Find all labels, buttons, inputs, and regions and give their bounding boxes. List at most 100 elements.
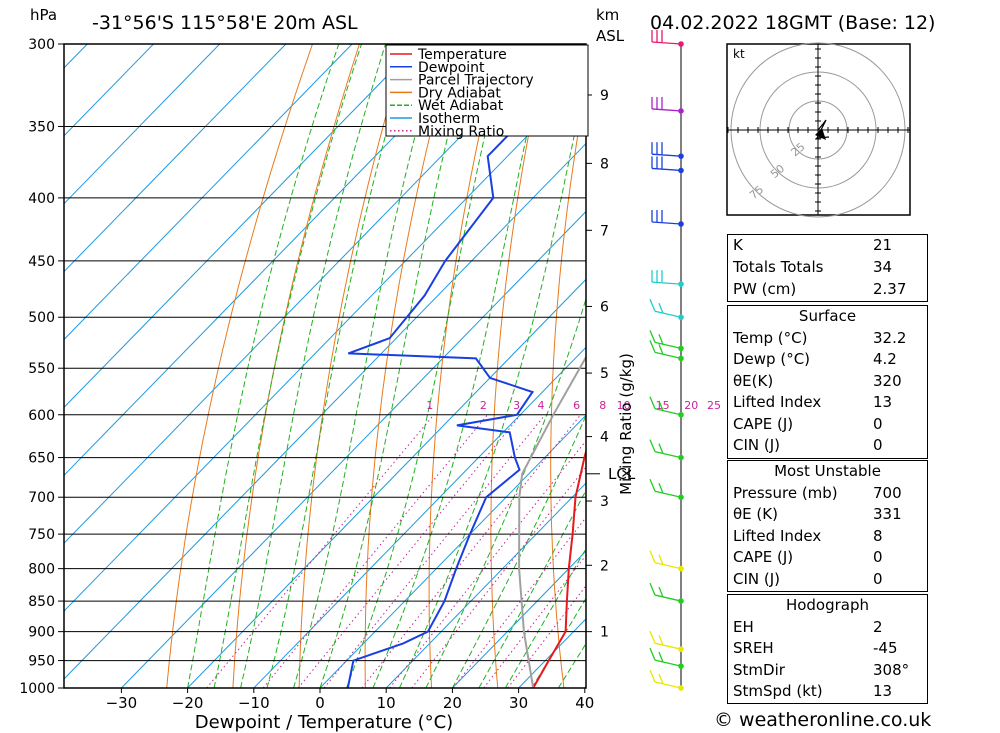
asl-label: ASL [596, 27, 625, 45]
hodograph-trace [815, 119, 830, 139]
km-tick-label: 9 [600, 88, 609, 104]
mixing-ratio-line [389, 440, 586, 688]
mu-lifted-index: Lifted Index 8 [733, 527, 883, 545]
wind-barb [649, 340, 684, 362]
km-tick-label: 8 [600, 156, 609, 172]
wind-level-dot [678, 314, 684, 321]
pressure-tick-label: 550 [28, 361, 55, 377]
isotherm-line [319, 414, 586, 688]
dry-adiabat-line [428, 44, 501, 688]
pressure-tick-label: 900 [28, 625, 55, 641]
isotherm-line [64, 74, 586, 612]
km-tick-label: 3 [600, 494, 609, 510]
legend-label: Dry Adiabat [418, 85, 501, 101]
surface-temp: Temp (°C) 32.2 [733, 329, 907, 347]
wind-barb [651, 96, 684, 114]
wind-level-dot [678, 355, 684, 362]
hodo-stmdir: StmDir 308° [733, 661, 910, 679]
isotherm-line [452, 550, 586, 688]
mixing-ratio-label: 4 [537, 399, 544, 412]
surface-cin: CIN (J) 0 [733, 436, 883, 454]
wet-adiabat-line [425, 297, 586, 688]
wind-barb [651, 156, 684, 174]
indices-table: K 21 Totals Totals 34 PW (cm) 2.37 [727, 234, 928, 302]
km-tick-label: 2 [600, 558, 609, 574]
wind-barb [649, 582, 684, 604]
isotherm-line [253, 346, 586, 688]
isotherm-line [0, 44, 21, 688]
wind-barb [649, 439, 684, 461]
wind-barb [649, 647, 684, 669]
km-tick-label: 5 [600, 366, 609, 382]
wind-level-dot [678, 411, 684, 418]
wind-barb [649, 330, 684, 352]
storm-motion-marker [815, 128, 826, 140]
dry-adiabat-line [969, 44, 1000, 688]
wind-barb [649, 298, 684, 321]
chart-axes: 1 2 3 4 6 8 10 15 20 2530035040045050055060065070… [19, 37, 721, 712]
pressure-tick-label: 950 [28, 654, 55, 670]
wind-barb [649, 478, 684, 501]
wet-adiabat-line [531, 597, 586, 688]
surface-thetae: θE(K) 320 [733, 372, 902, 390]
temperature-tick-label: 20 [443, 694, 462, 712]
km-tick-label: 6 [600, 299, 609, 315]
isotherm-line [64, 44, 419, 409]
wind-level-dot [678, 108, 684, 114]
pressure-gridlines [64, 43, 586, 689]
surface-table: Surface Temp (°C) 32.2 Dewp (°C) 4.2 θE(K)… [727, 305, 928, 459]
wind-barb [651, 270, 684, 287]
mixing-ratio-label: 2 [480, 399, 487, 412]
isotherm-line [121, 210, 586, 688]
pressure-tick-label: 750 [28, 527, 55, 543]
chart-series [346, 99, 586, 688]
legend-label: Isotherm [418, 111, 480, 127]
mixing-ratio-label: 3 [513, 399, 520, 412]
dry-adiabat-line [166, 44, 313, 688]
pressure-tick-label: 350 [28, 119, 55, 135]
mu-cin: CIN (J) 0 [733, 570, 883, 588]
temperature-tick-label: 30 [509, 694, 528, 712]
pressure-tick-label: 500 [28, 310, 55, 326]
hodo-sreh: SREH -45 [733, 639, 898, 657]
index-row-k: K 21 [733, 236, 893, 254]
wind-level-dot [678, 685, 684, 691]
dry-adiabat-line [364, 44, 454, 688]
mixing-ratio-label: 1 [426, 399, 433, 412]
dry-adiabat-line [490, 44, 548, 688]
series-dewpoint [346, 99, 586, 688]
location-title: -31°56'S 115°58'E 20m ASL [92, 12, 358, 34]
temperature-tick-label: −10 [238, 694, 270, 712]
temperature-tick-label: −20 [172, 694, 204, 712]
mixing-ratio-line [206, 414, 435, 688]
wind-level-dot [678, 646, 684, 652]
wind-level-dot [678, 281, 684, 287]
mu-pressure: Pressure (mb) 700 [733, 484, 902, 502]
wet-adiabat-line [504, 547, 586, 688]
mixing-ratio-line [323, 414, 546, 688]
pressure-tick-label: 650 [28, 451, 55, 467]
index-row-pw: PW (cm) 2.37 [733, 280, 907, 298]
footer-credit: © weatheronline.co.uk [714, 709, 932, 731]
hodo-eh: EH 2 [733, 618, 883, 636]
pressure-tick-label: 300 [28, 37, 55, 53]
wet-adiabat-line [478, 489, 586, 688]
mixing-ratio-axis-label: Mixing Ratio (g/kg) [617, 353, 635, 495]
temperature-tick-label: −30 [106, 694, 138, 712]
temperature-tick-label: 10 [377, 694, 396, 712]
pressure-tick-label: 850 [28, 594, 55, 610]
hodo-stmspd: StmSpd (kt) 13 [733, 682, 893, 700]
wind-level-dot [678, 565, 684, 572]
wind-barb-column [649, 30, 684, 691]
index-row-totals: Totals Totals 34 [733, 258, 893, 276]
series-parcel-trajectory [518, 355, 586, 688]
pressure-tick-label: 1000 [19, 681, 55, 697]
temperature-tick-label: 40 [575, 694, 594, 712]
pressure-tick-label: 600 [28, 408, 55, 424]
wind-barb [649, 630, 684, 652]
surface-title: Surface [798, 307, 857, 325]
dry-adiabat-line [232, 44, 360, 688]
wind-level-dot [678, 167, 684, 174]
